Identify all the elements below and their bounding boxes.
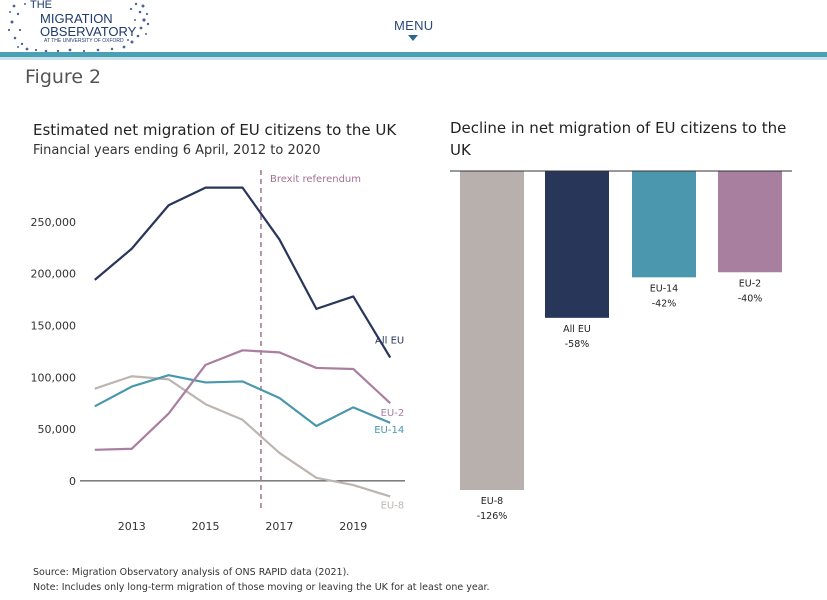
x-tick-label: 2017 [265, 520, 293, 533]
logo-line-4: AT THE UNIVERSITY OF OXFORD [44, 38, 124, 44]
x-tick-label: 2015 [192, 520, 220, 533]
bar-category-label: EU-8 [481, 496, 503, 507]
logo-line-3: OBSERVATORY [40, 24, 137, 39]
header-divider [0, 52, 827, 57]
bar-category-label: EU-14 [650, 283, 678, 294]
series-label: EU-2 [381, 408, 405, 419]
bar-all-eu [545, 171, 609, 318]
bar-chart: EU-8 -126% All EU -58% EU-14 -42% EU-2 -40% [450, 170, 792, 522]
bar-value-label: -126% [477, 511, 508, 522]
site-header: THE MIGRATION OBSERVATORY AT THE UNIVERS… [0, 0, 827, 54]
migration-observatory-logo[interactable]: THE MIGRATION OBSERVATORY AT THE UNIVERS… [0, 0, 160, 53]
bar-value-label: -42% [652, 298, 677, 309]
y-tick-label: 200,000 [31, 268, 77, 281]
y-tick-label: 50,000 [38, 423, 77, 436]
footnote: Note: Includes only long-term migration … [33, 582, 490, 593]
series-line-eu-8 [94, 375, 391, 498]
line-chart-subtitle: Financial years ending 6 April, 2012 to … [33, 143, 321, 158]
x-tick-label: 2019 [339, 520, 367, 533]
series-line-eu-2 [94, 349, 391, 451]
series-line-all-eu [94, 186, 392, 359]
y-tick-label: 100,000 [31, 371, 77, 384]
bar-value-label: -40% [738, 293, 763, 304]
bar-category-label: All EU [563, 324, 591, 335]
x-tick-label: 2013 [118, 520, 146, 533]
source-note: Source: Migration Observatory analysis o… [33, 567, 350, 578]
logo-line-1: THE [30, 0, 52, 11]
menu-button[interactable]: MENU [394, 18, 434, 33]
series-label: EU-8 [381, 500, 405, 511]
bar-chart-title: Decline in net migration of EU citizens … [450, 119, 787, 159]
y-tick-label: 0 [69, 475, 76, 488]
bar-eu-8 [460, 171, 524, 490]
bar-eu-2 [718, 171, 782, 273]
line-chart-title: Estimated net migration of EU citizens t… [33, 121, 397, 139]
logo-line-2: MIGRATION [40, 11, 113, 26]
y-tick-label: 250,000 [31, 216, 77, 229]
y-tick-label: 150,000 [31, 319, 77, 332]
logo-dots-icon [7, 2, 150, 53]
bar-value-label: -58% [565, 339, 590, 350]
series-label: EU-14 [374, 425, 404, 436]
brexit-referendum-label: Brexit referendum [270, 174, 361, 185]
line-chart: 0 50,000 100,000 150,000 200,000 250,000 2013… [31, 170, 405, 533]
caret-down-icon[interactable] [408, 35, 418, 41]
figure-label: Figure 2 [25, 66, 102, 88]
series-label: All EU [375, 336, 404, 347]
header-divider-light [0, 57, 827, 60]
bar-category-label: EU-2 [739, 278, 761, 289]
series-line-eu-14 [94, 374, 391, 428]
bar-eu-14 [632, 171, 696, 278]
